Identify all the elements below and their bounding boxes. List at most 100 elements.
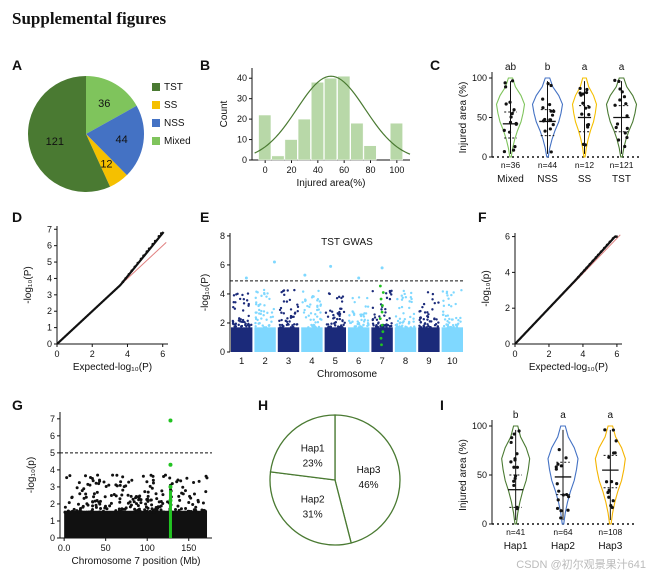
violin-dot	[581, 101, 585, 105]
violin-dot	[566, 508, 570, 512]
violin-dot	[585, 87, 589, 92]
snp-point	[280, 311, 283, 314]
pie-percent-label: 31%	[303, 509, 323, 520]
snp-point	[371, 318, 374, 322]
snp-point	[84, 492, 88, 496]
violin-dot	[503, 81, 507, 85]
snp-point	[84, 474, 88, 478]
snp-point	[435, 318, 438, 321]
snp-point	[340, 296, 343, 300]
snp-point	[293, 311, 297, 314]
legend-label: TST	[164, 82, 183, 93]
snp-point	[260, 309, 263, 313]
snp-point	[117, 510, 121, 514]
snp-point	[161, 501, 165, 505]
snp-point	[150, 486, 154, 490]
violin-dot	[512, 432, 516, 436]
violin-dot	[517, 429, 521, 433]
snp-point	[316, 321, 320, 324]
violin-dot	[550, 113, 555, 117]
snp-point	[410, 291, 413, 295]
snp-point	[70, 495, 74, 499]
qq-point	[159, 232, 163, 235]
x-tick-label: 50	[101, 543, 111, 553]
pie-category-label: Hap3	[357, 465, 381, 476]
snp-point	[287, 323, 290, 326]
snp-point	[174, 508, 178, 512]
snp-point	[133, 507, 137, 511]
snp-point	[450, 293, 453, 297]
significance-letter: a	[619, 62, 625, 73]
snp-point	[451, 318, 454, 321]
y-tick-label: 0	[482, 152, 487, 162]
snp-point	[407, 320, 411, 324]
snp-point	[136, 504, 140, 508]
snp-point	[155, 497, 159, 501]
violin-dot	[551, 122, 555, 127]
panel-label-F: F	[478, 209, 487, 225]
snp-point	[385, 318, 389, 322]
qq-point	[583, 269, 586, 272]
snp-point	[456, 323, 459, 326]
snp-point	[312, 323, 315, 327]
snp-point	[304, 316, 308, 319]
snp-point	[396, 319, 400, 323]
violin-dot	[559, 509, 563, 513]
top-snp	[303, 273, 307, 277]
chromosome-label: 7	[379, 356, 384, 367]
violin-dot	[555, 482, 559, 486]
chromosome-block-6	[348, 327, 370, 352]
y-tick-label: 4	[47, 273, 52, 283]
snp-point	[296, 303, 299, 306]
snp-point	[352, 313, 356, 317]
snp-point	[159, 508, 163, 512]
snp-point	[319, 311, 322, 314]
snp-point	[179, 479, 183, 483]
snp-point	[262, 288, 266, 292]
violin-dot	[548, 102, 552, 107]
violin-dot	[581, 92, 585, 96]
qq-point	[130, 269, 134, 272]
x-tick-label: 2	[546, 349, 551, 359]
panel-label-I: I	[440, 397, 444, 413]
snp-point	[332, 317, 335, 320]
x-tick-label: 100	[389, 165, 404, 175]
snp-point	[360, 326, 363, 329]
snp-point	[146, 499, 150, 503]
snp-point	[183, 510, 187, 514]
snp-point	[371, 306, 375, 310]
snp-point	[115, 473, 119, 477]
legend-label: NSS	[164, 118, 185, 129]
snp-point	[373, 313, 376, 316]
snp-point	[378, 315, 381, 318]
highlight-snp	[168, 484, 173, 489]
violin-dot	[557, 448, 561, 452]
significance-letter: a	[582, 62, 588, 73]
snp-point	[457, 318, 460, 322]
snp-point	[185, 476, 189, 480]
snp-point	[301, 290, 305, 293]
snp-point	[96, 473, 100, 477]
snp-point	[136, 508, 140, 512]
snp-point	[317, 289, 320, 293]
snp-point	[442, 299, 445, 303]
snp-point	[418, 310, 421, 313]
snp-point	[401, 324, 404, 327]
panel-label-A: A	[12, 57, 22, 73]
snp-point	[436, 325, 439, 328]
snp-point	[401, 296, 405, 299]
snp-point	[259, 312, 262, 316]
snp-point	[427, 324, 430, 328]
snp-point	[243, 320, 246, 324]
x-tick-label: Hap3	[598, 541, 622, 552]
snp-point	[443, 318, 447, 321]
snp-point	[400, 298, 404, 301]
highlight-region	[168, 490, 172, 538]
snp-point	[373, 316, 377, 319]
snp-point	[241, 293, 244, 297]
snp-point	[128, 505, 132, 509]
violin-dot	[554, 467, 558, 471]
qq-point	[614, 235, 618, 238]
snp-point	[235, 293, 238, 296]
snp-point	[390, 293, 393, 296]
